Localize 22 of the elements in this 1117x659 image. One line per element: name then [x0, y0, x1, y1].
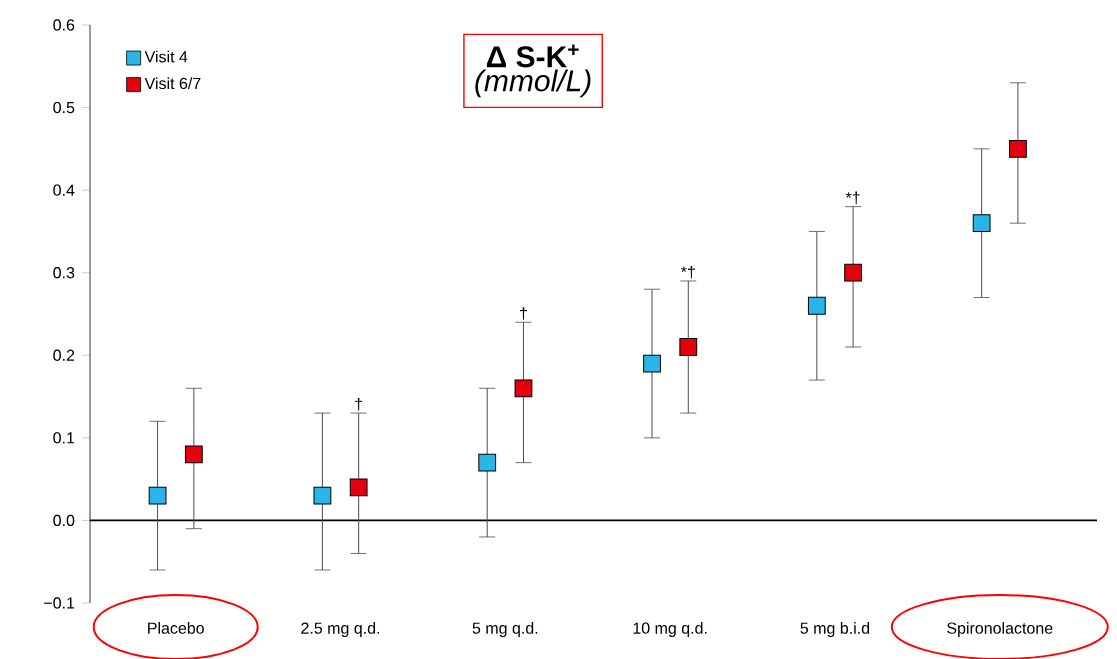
text: Δ S-K$^{+}$ — [486, 44, 579, 68]
x-tick-label: 5 mg q.d. — [472, 622, 538, 637]
y-tick-label: 0.1 — [53, 432, 75, 444]
annotation: † — [355, 398, 363, 411]
y-tick-label: 0.4 — [53, 184, 75, 196]
y-tick-label: 0.6 — [53, 19, 75, 31]
annotation: † — [520, 307, 527, 320]
y-tick-label: 0.2 — [53, 349, 75, 361]
legend-label: Visit 4 — [144, 50, 188, 63]
y-tick-label: 0.3 — [53, 267, 75, 279]
y-tick-label: 0.0 — [53, 514, 75, 527]
y-tick-label: 0.5 — [53, 101, 75, 114]
annotation: *† — [680, 265, 695, 279]
x-tick-label: 10 mg q.d. — [633, 622, 707, 637]
legend-label: Visit 6/7 — [144, 77, 201, 90]
x-tick-label: Placebo — [148, 622, 204, 634]
y-tick-label: −0.1 — [44, 597, 75, 609]
text: (mmol/L) — [475, 69, 591, 98]
x-tick-label: 2.5 mg q.d. — [301, 622, 380, 637]
annotation: *† — [845, 191, 860, 205]
x-tick-label: 5 mg b.i.d — [800, 622, 870, 637]
x-tick-label: Spironolactone — [947, 622, 1053, 637]
